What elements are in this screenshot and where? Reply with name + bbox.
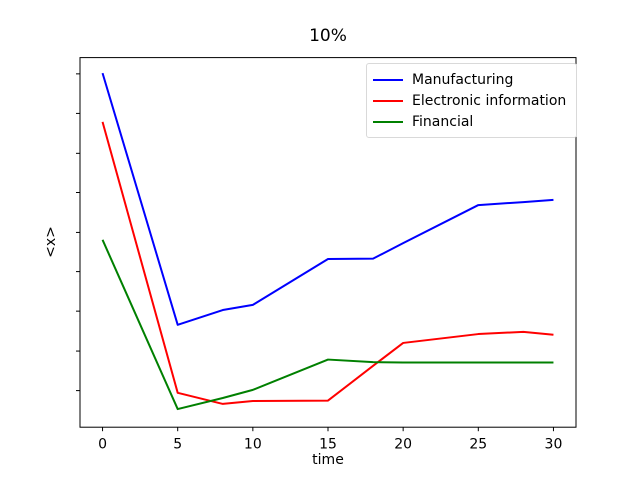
legend-entry-financial: Financial (373, 111, 566, 132)
legend-entry-electronic-information: Electronic information (373, 90, 566, 111)
legend: Manufacturing Electronic information Fin… (366, 63, 578, 138)
x-tick-label: 10 (244, 437, 262, 453)
series-line-manufacturing (101, 72, 554, 326)
x-tick-label: 30 (545, 437, 563, 453)
chart-title: 10% (309, 26, 347, 46)
legend-line-sample-electronic-information (373, 99, 403, 102)
legend-label-manufacturing: Manufacturing (412, 71, 514, 88)
series-line-financial (101, 239, 554, 411)
legend-label-financial: Financial (412, 113, 474, 130)
x-tick-label: 25 (469, 437, 487, 453)
y-axis-label: <x> (43, 226, 59, 258)
legend-entry-manufacturing: Manufacturing (373, 69, 566, 90)
axes-layer: 0 5 10 15 20 25 30 (76, 57, 577, 453)
x-tick-label: 0 (98, 437, 107, 453)
x-tick-label: 5 (173, 437, 182, 453)
legend-label-electronic-information: Electronic information (412, 92, 567, 109)
x-axis-label: time (312, 452, 344, 468)
x-tick-label: 15 (319, 437, 337, 453)
x-tick-label: 20 (394, 437, 412, 453)
series-layer (101, 72, 554, 411)
series-line-electronic-information (101, 121, 554, 405)
legend-line-sample-financial (373, 120, 403, 123)
legend-line-sample-manufacturing (373, 78, 403, 81)
